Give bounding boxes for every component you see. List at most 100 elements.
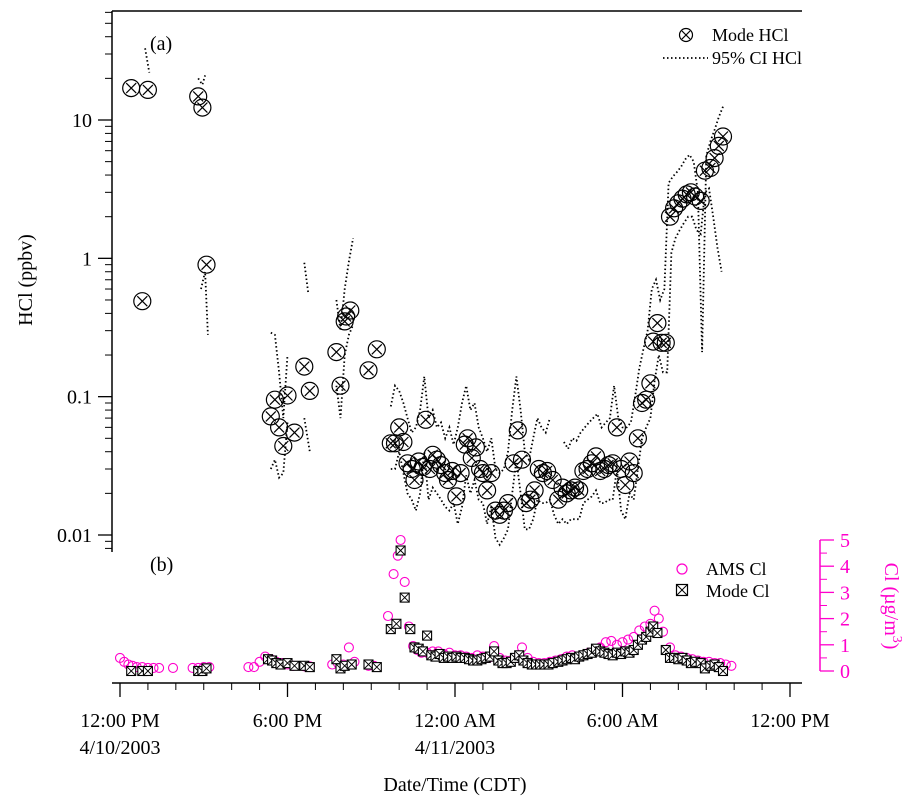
legend-mode-cl-label: Mode Cl	[706, 581, 770, 601]
x-tick-date: 4/11/2003	[415, 737, 495, 759]
legend-mode-cl-marker	[675, 583, 689, 597]
mode-hcl-point	[405, 470, 424, 490]
mode-hcl-point	[295, 357, 314, 376]
mode-hcl-point	[570, 481, 589, 500]
ams-cl-point	[395, 534, 406, 546]
mode-cl-point	[489, 646, 500, 657]
mode-cl-point	[201, 663, 212, 674]
ci-hcl-segment	[269, 422, 289, 480]
x-tick-label: 12:00 PM	[750, 710, 830, 732]
ci-hcl-segment	[144, 48, 151, 73]
mode-hcl-point	[482, 464, 501, 483]
mode-hcl-point	[138, 80, 157, 100]
mode-hcl-point	[390, 418, 409, 437]
panel-b-x-ticks: 12:00 PM 4/10/2003 6:00 PM 12:00 AM 4/11/200…	[79, 683, 830, 759]
ci-hcl-segment	[270, 331, 289, 419]
mode-cl-point	[422, 630, 433, 641]
ci-hcl-segment	[390, 186, 723, 547]
panel-a-y-ticks: 10 1 0.1 0.01	[57, 11, 112, 549]
mode-cl-point	[346, 659, 357, 670]
ams-cl-point	[649, 605, 660, 616]
mode-cl-point	[395, 545, 406, 556]
mode-hcl-point	[628, 429, 648, 448]
mode-hcl-point	[285, 423, 304, 442]
mode-hcl-point	[278, 386, 297, 405]
mode-cl-point	[391, 618, 402, 629]
mode-hcl-point	[359, 361, 378, 380]
mode-cl-point	[331, 654, 342, 665]
mode-cl-point	[289, 660, 300, 671]
mode-cl-point	[417, 646, 428, 657]
mode-hcl-point	[543, 470, 562, 490]
cl-tick-label: 5	[840, 530, 850, 552]
mode-hcl-point	[525, 481, 544, 500]
mode-hcl-point	[197, 255, 216, 274]
mode-hcl-point	[193, 98, 212, 117]
legend-ams-cl-marker	[676, 563, 688, 575]
ams-cl-point	[382, 610, 394, 622]
panel-b-y-ticks: 0 1 2 3 4 5	[820, 530, 850, 683]
ci-hcl-segment	[335, 324, 354, 419]
ams-cl-point	[726, 660, 737, 671]
mode-hcl-point	[624, 464, 643, 483]
mode-hcl-point	[508, 421, 527, 440]
mode-cl-point	[363, 659, 374, 670]
mode-hcl-point	[327, 343, 346, 362]
panel-b-xlabel: Date/Time (CDT)	[383, 774, 526, 796]
mode-hcl-point	[331, 376, 350, 395]
ci-hcl-segment	[563, 106, 724, 451]
mode-hcl-point	[466, 438, 485, 457]
mode-cl-point	[405, 624, 416, 635]
mode-hcl-point	[394, 432, 413, 452]
ams-cl-point	[167, 662, 179, 673]
mode-hcl-point	[512, 450, 532, 469]
mode-hcl-point	[367, 340, 386, 359]
ams-cl-point	[623, 634, 634, 645]
ci-hcl-lines	[144, 48, 724, 547]
legend-mode-hcl-label: Mode HCl	[712, 25, 789, 45]
mode-hcl-point	[341, 301, 360, 320]
panel-a-ylabel: HCl (ppbv)	[15, 234, 37, 326]
mode-cl-point	[652, 627, 663, 639]
mode-hcl-point	[641, 374, 660, 393]
cl-tick-label: 0	[840, 661, 850, 683]
mode-hcl-markers	[122, 78, 733, 524]
ams-cl-point	[154, 662, 165, 673]
panel-b-tag: (b)	[150, 554, 173, 576]
mode-cl-point	[142, 665, 153, 677]
mode-hcl-point	[447, 487, 466, 506]
mode-hcl-point	[300, 381, 319, 400]
mode-cl-markers	[126, 545, 729, 677]
y-tick-label: 0.1	[67, 387, 92, 409]
ci-hcl-segment	[303, 417, 311, 452]
panel-a-tag: (a)	[150, 33, 172, 55]
mode-hcl-point	[586, 447, 606, 466]
ams-cl-point	[343, 642, 354, 653]
panel-a-legend: Mode HCl 95% CI HCl	[663, 25, 802, 68]
panel-b: 12:00 PM 4/10/2003 6:00 PM 12:00 AM 4/11/200…	[79, 530, 904, 796]
y-tick-label: 1	[82, 248, 92, 270]
ci-hcl-segment	[303, 262, 310, 295]
panel-a: 10 1 0.1 0.01 HCl (ppbv) (a) Mode HCl 95% C…	[15, 10, 802, 552]
y-tick-label: 10	[72, 110, 92, 132]
ams-cl-point	[388, 569, 399, 580]
mode-hcl-point	[691, 191, 710, 210]
ams-cl-point	[248, 662, 260, 673]
mode-hcl-point	[451, 464, 470, 483]
legend-mode-hcl-marker	[678, 27, 694, 43]
mode-hcl-point	[274, 436, 293, 456]
ams-cl-point	[399, 576, 410, 587]
mode-hcl-point	[656, 333, 675, 352]
cl-tick-label: 3	[840, 582, 850, 604]
cl-tick-label: 4	[840, 556, 850, 578]
mode-hcl-point	[498, 494, 518, 513]
mode-hcl-point	[478, 481, 497, 500]
mode-hcl-point	[648, 314, 667, 333]
x-tick-date: 4/10/2003	[79, 737, 160, 759]
mode-hcl-point	[709, 136, 728, 155]
mode-cl-point	[371, 662, 382, 673]
mode-cl-point	[399, 592, 410, 603]
mode-cl-point	[717, 665, 729, 677]
mode-cl-point	[304, 662, 315, 673]
